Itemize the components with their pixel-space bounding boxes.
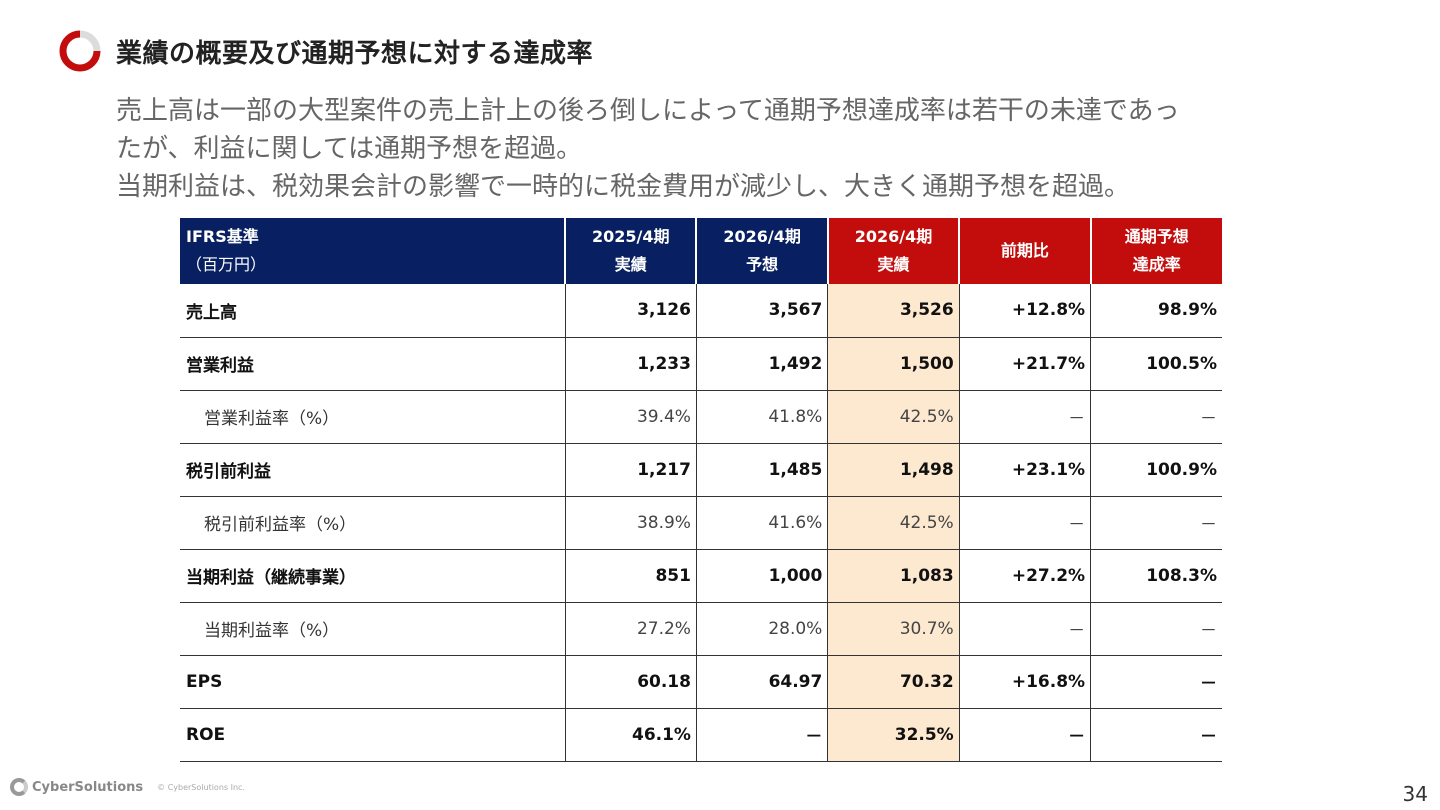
row-value: 1,485 [695,443,828,497]
row-value: 27.2% [564,602,697,656]
row-label: 当期利益率（%） [180,602,566,656]
table-row: EPS 60.18 64.97 70.32 +16.8% － [180,655,1222,709]
header-basis-label: IFRS基準 [186,227,259,246]
row-value: 70.32 [827,655,960,709]
row-value: 3,526 [827,284,960,338]
row-value: 39.4% [564,390,697,444]
slide-title-bar: 業績の概要及び通期予想に対する達成率 [58,28,593,74]
row-value: +27.2% [958,549,1091,603]
table-row: 当期利益（継続事業） 851 1,000 1,083 +27.2% 108.3% [180,549,1222,603]
row-value: 1,492 [695,337,828,391]
header-text: 予想 [746,255,779,274]
row-label: EPS [180,655,566,709]
header-text: 実績 [614,255,647,274]
logo-mark-icon [10,778,28,796]
row-label: 税引前利益率（%） [180,496,566,550]
header-text: 実績 [877,255,910,274]
row-value: 41.8% [695,390,828,444]
row-value: － [958,708,1091,762]
lead-line: 当期利益は、税効果会計の影響で一時的に税金費用が減少し、大きく通期予想を超過。 [116,172,1131,202]
table-row: 営業利益率（%） 39.4% 41.8% 42.5% －－ [180,390,1222,444]
row-value: +12.8% [958,284,1091,338]
table-row: 売上高 3,126 3,567 3,526 +12.8% 98.9% [180,284,1222,338]
financial-summary-table: IFRS基準 （百万円） 2025/4期 実績 2026/4期 予想 2026/… [180,218,1222,762]
row-value: 100.9% [1090,443,1222,497]
row-value: 46.1% [564,708,697,762]
table-row: 営業利益 1,233 1,492 1,500 +21.7% 100.5% [180,337,1222,391]
row-value: － [1090,496,1222,550]
row-value: 64.97 [695,655,828,709]
footer-brand: CyberSolutions [32,779,144,795]
brand-ring-icon [58,29,102,73]
row-value: 1,083 [827,549,960,603]
header-text: 2026/4期 [854,227,933,246]
row-value: 3,126 [564,284,697,338]
row-value: +21.7% [958,337,1091,391]
row-value: 100.5% [1090,337,1222,391]
row-label: ROE [180,708,566,762]
header-achievement-rate: 通期予想 達成率 [1089,218,1222,284]
row-label: 売上高 [180,284,566,338]
lead-text: 売上高は一部の大型案件の売上計上の後ろ倒しによって通期予想達成率は若干の未達であ… [116,92,1366,206]
row-value: － [958,602,1091,656]
header-yoy: 前期比 [958,218,1091,284]
footer-copyright: © CyberSolutions Inc. [157,782,245,792]
row-value: 3,567 [695,284,828,338]
header-basis: IFRS基準 （百万円） [180,218,566,284]
page-number: 34 [1402,782,1428,806]
slide-title: 業績の概要及び通期予想に対する達成率 [116,38,594,69]
lead-line: 売上高は一部の大型案件の売上計上の後ろ倒しによって通期予想達成率は若干の未達であ… [116,96,1180,126]
row-value: 42.5% [827,390,960,444]
row-value: － [1090,708,1222,762]
header-text: 通期予想 [1124,227,1189,246]
footer-logo: CyberSolutions © CyberSolutions Inc. [10,778,245,796]
table-row: 当期利益率（%） 27.2% 28.0% 30.7% －－ [180,602,1222,656]
row-value: － [958,390,1091,444]
header-unit-label: （百万円） [186,255,267,274]
table-row: 税引前利益 1,217 1,485 1,498 +23.1% 100.9% [180,443,1222,497]
header-fy2026-actual: 2026/4期 実績 [826,218,960,284]
row-value: 1,217 [564,443,697,497]
row-value: 30.7% [827,602,960,656]
row-value: 1,233 [564,337,697,391]
row-value: － [1090,390,1222,444]
row-label: 営業利益 [180,337,566,391]
row-value: 32.5% [827,708,960,762]
row-label: 当期利益（継続事業） [180,549,566,603]
row-value: 851 [564,549,697,603]
header-fy2026-forecast: 2026/4期 予想 [695,218,828,284]
header-text: 2026/4期 [723,227,801,246]
header-fy2025-actual: 2025/4期 実績 [564,218,697,284]
row-value: 38.9% [564,496,697,550]
row-label: 税引前利益 [180,443,566,497]
header-text: 2025/4期 [592,227,670,246]
row-value: － [1090,602,1222,656]
table-row: ROE 46.1% － 32.5% －－ [180,708,1222,762]
row-value: 1,000 [695,549,828,603]
header-text: 前期比 [1000,241,1049,260]
row-value: － [958,496,1091,550]
row-value: +16.8% [958,655,1091,709]
row-value: 1,498 [827,443,960,497]
row-value: 1,500 [827,337,960,391]
row-value: 60.18 [564,655,697,709]
row-value: 28.0% [695,602,828,656]
header-text: 達成率 [1132,255,1181,274]
row-value: － [695,708,828,762]
table-row: 税引前利益率（%） 38.9% 41.6% 42.5% －－ [180,496,1222,550]
lead-line: たが、利益に関しては通期予想を超過。 [116,134,583,164]
row-value: 108.3% [1090,549,1222,603]
row-value: 42.5% [827,496,960,550]
row-value: 98.9% [1090,284,1222,338]
row-value: +23.1% [958,443,1091,497]
row-label: 営業利益率（%） [180,390,566,444]
row-value: 41.6% [695,496,828,550]
row-value: － [1090,655,1222,709]
table-header-row: IFRS基準 （百万円） 2025/4期 実績 2026/4期 予想 2026/… [180,218,1222,284]
